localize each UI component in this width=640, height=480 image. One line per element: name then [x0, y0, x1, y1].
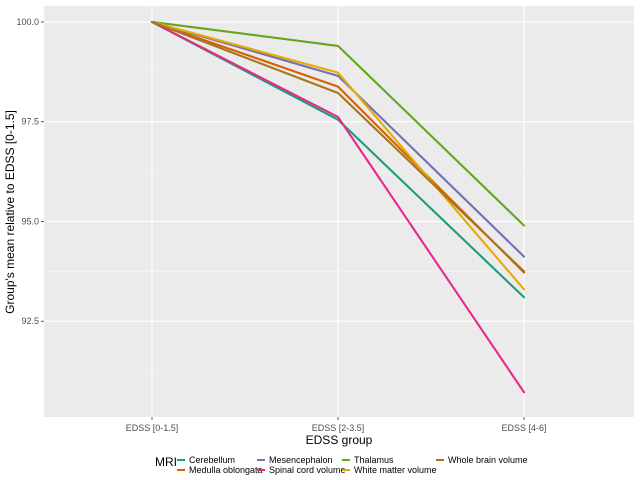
x-axis-ticks: EDSS [0-1.5] EDSS [2-3.5] EDSS [4-6] [126, 417, 547, 433]
x-tick-label: EDSS [4-6] [501, 423, 546, 433]
legend-title: MRI [155, 455, 177, 469]
y-axis-title: Group's mean relative to EDSS [0-1.5] [3, 110, 17, 314]
y-tick-label: 95.0 [21, 216, 39, 226]
x-axis-title: EDSS group [306, 433, 373, 447]
series-line [150, 20, 526, 291]
series-line [150, 20, 526, 394]
legend-label: Mesencephalon [269, 455, 333, 465]
legend-label: Spinal cord volume [269, 465, 346, 475]
legend-label: Whole brain volume [448, 455, 528, 465]
series-line [150, 20, 526, 227]
y-tick-label: 100.0 [16, 17, 39, 27]
y-tick-label: 97.5 [21, 117, 39, 127]
series-line [150, 20, 526, 273]
plot-panel [44, 6, 634, 417]
grid-minor [44, 71, 634, 372]
legend-label: White matter volume [354, 465, 437, 475]
series-lines [150, 20, 526, 394]
x-tick-label: EDSS [2-3.5] [312, 423, 365, 433]
legend-label: Medulla oblongata [189, 465, 263, 475]
x-tick-label: EDSS [0-1.5] [126, 423, 179, 433]
y-tick-label: 92.5 [21, 316, 39, 326]
y-axis-ticks: 92.5 95.0 97.5 100.0 [16, 17, 44, 326]
legend-label: Thalamus [354, 455, 394, 465]
legend-label: Cerebellum [189, 455, 235, 465]
